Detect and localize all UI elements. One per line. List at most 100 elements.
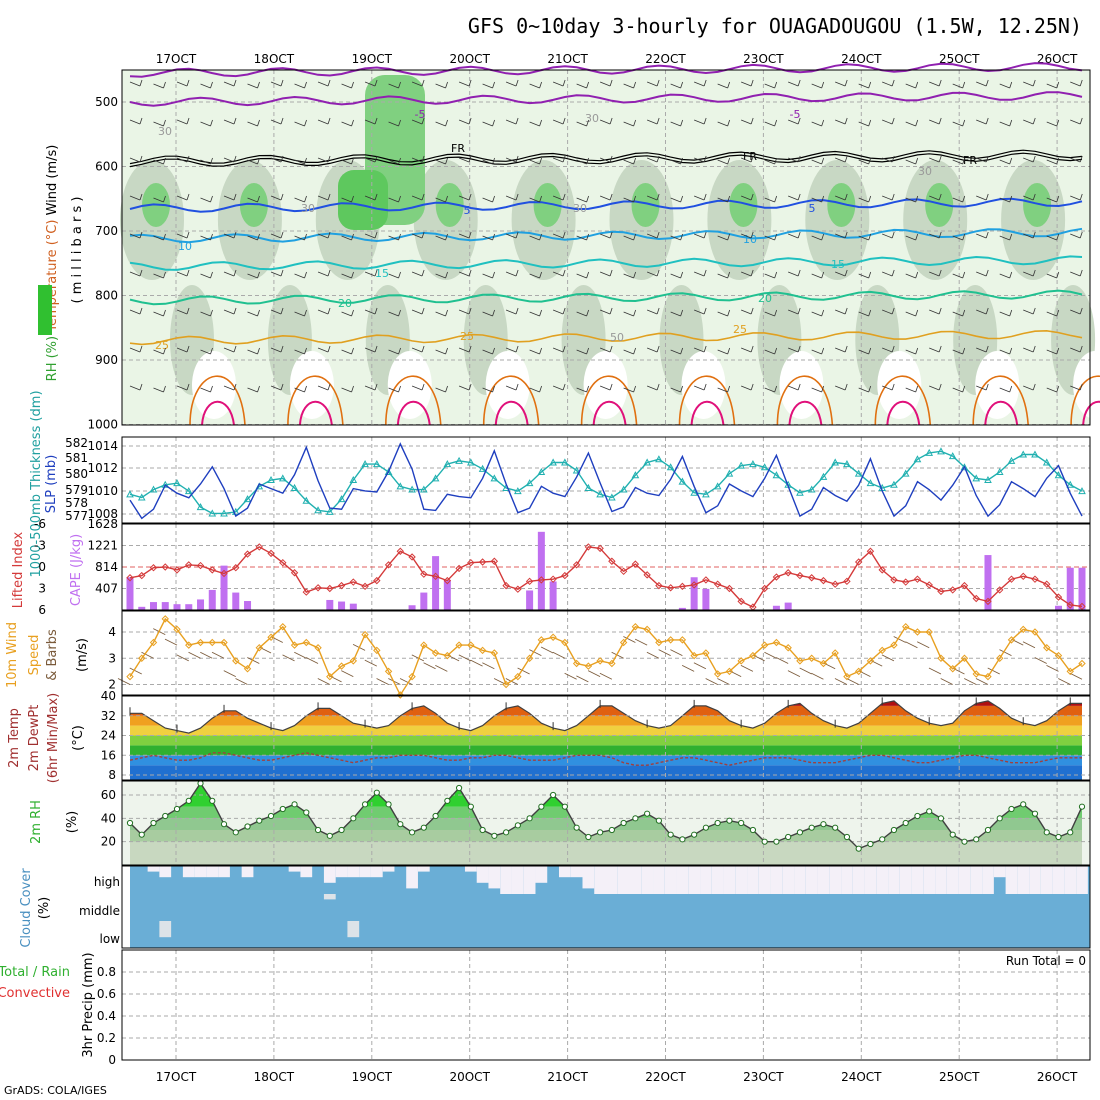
- wind-barb: [1046, 387, 1057, 393]
- rh2m-point: [232, 829, 239, 836]
- wind-barb: [741, 309, 752, 315]
- wind-barb: [962, 309, 966, 317]
- wind-barb: [727, 233, 731, 241]
- wind-barb: [445, 347, 448, 355]
- wind-speed-point: [502, 680, 510, 689]
- wind-barb: [835, 81, 846, 87]
- wind-barb: [703, 155, 707, 163]
- wind-barb: [223, 119, 235, 125]
- wind-barb-10m: [693, 662, 707, 670]
- wind-barb: [388, 311, 399, 317]
- wind-barb: [788, 347, 799, 353]
- wind-barb: [962, 81, 966, 89]
- wind-barb: [186, 345, 190, 353]
- wind-barb: [844, 231, 848, 239]
- wind-barb: [929, 119, 940, 125]
- thickness-point: [772, 471, 781, 479]
- cloud-clear-high: [829, 866, 842, 894]
- date-label-bottom: 21OCT: [547, 1070, 588, 1084]
- cloud-clear-low: [347, 921, 360, 938]
- cape-bar: [138, 606, 146, 610]
- rh2m-point: [1055, 833, 1062, 841]
- wind-barb: [821, 233, 825, 241]
- wind-barb: [1079, 345, 1083, 353]
- wind-barb: [445, 119, 448, 127]
- lifted-index-point: [760, 584, 769, 593]
- wind-barb: [750, 193, 754, 201]
- rh-contour-label: 30: [301, 202, 315, 215]
- wind-barb: [374, 383, 378, 391]
- wind-barb: [327, 307, 331, 315]
- cloud-clear-high: [594, 866, 606, 894]
- lifted-index-point: [619, 567, 628, 576]
- wind-barb: [411, 195, 423, 201]
- wind-barb: [317, 271, 329, 277]
- thickness-point: [126, 490, 134, 498]
- wind-barb: [270, 81, 282, 87]
- wind-barb: [1079, 117, 1083, 125]
- date-label-bottom: 24OCT: [841, 1070, 882, 1084]
- wind-barb: [952, 349, 963, 355]
- lifted-index-point: [937, 587, 945, 596]
- thickness-point: [572, 466, 581, 474]
- wind-barb: [976, 385, 987, 391]
- thickness-point: [396, 482, 405, 490]
- isotherm-30: [776, 375, 834, 426]
- wind-barb: [1009, 347, 1013, 355]
- wind-barb: [200, 387, 211, 393]
- wind-barb: [341, 83, 352, 89]
- isotherm-30: [972, 375, 1029, 426]
- thickness-tick-label: 578: [65, 496, 88, 510]
- wind-barb: [492, 195, 495, 203]
- precip-label-convective: Convective: [0, 986, 70, 1001]
- wind-barb: [962, 271, 966, 279]
- wind-barb: [421, 383, 425, 391]
- wind-barb: [562, 383, 566, 391]
- wind-barb: [468, 155, 472, 163]
- thickness-point: [796, 488, 804, 496]
- cape-bar: [173, 604, 181, 610]
- wind-barb: [539, 309, 542, 317]
- cloud-clear-high: [676, 866, 689, 894]
- wind-barb: [1023, 81, 1034, 87]
- lifted-index-point: [208, 566, 216, 574]
- wind-barb: [915, 119, 919, 127]
- isotherm-35: [592, 400, 627, 426]
- wind-speed-point: [784, 644, 792, 652]
- rh2m-point: [761, 838, 768, 845]
- wind-barb: [741, 347, 752, 353]
- wind-barb: [703, 79, 707, 87]
- wind-speed-point: [243, 665, 252, 673]
- cape-bar: [126, 577, 134, 610]
- temp-band: [130, 715, 1082, 726]
- wind-barb: [623, 387, 634, 393]
- slp-line: [129, 442, 1083, 520]
- wind-barb: [139, 269, 143, 277]
- lifted-index-point: [1054, 593, 1063, 601]
- wind-label-line2: Speed: [27, 635, 42, 676]
- lifted-index-point: [608, 557, 616, 565]
- wind-barb: [529, 121, 540, 127]
- wind-barb: [764, 387, 775, 393]
- wind-barb: [388, 83, 399, 89]
- upper-air-left-label: RH (%) Temperature (°C) Wind (m/s): [45, 145, 60, 382]
- wind-barb: [717, 235, 728, 241]
- rh2m-point: [244, 823, 251, 830]
- wind-speed-point: [972, 670, 980, 678]
- wind-barb: [835, 195, 846, 201]
- wind-barb: [999, 83, 1010, 89]
- cloud-clear-high: [1052, 866, 1065, 894]
- wind-barb: [139, 117, 143, 125]
- wind-barb: [153, 197, 164, 203]
- contour-label: FR: [743, 150, 757, 163]
- wind-barb: [1070, 233, 1081, 239]
- wind-barb: [656, 345, 660, 353]
- pressure-tick-label: 700: [95, 224, 118, 238]
- wind-barb: [646, 385, 658, 391]
- cloud-clear-high: [218, 866, 230, 878]
- wind-barb: [929, 271, 940, 277]
- rh2m-point: [655, 817, 662, 824]
- cloud-clear-high: [582, 866, 595, 889]
- wind-barb: [139, 345, 143, 353]
- rh2m-point: [1008, 805, 1015, 813]
